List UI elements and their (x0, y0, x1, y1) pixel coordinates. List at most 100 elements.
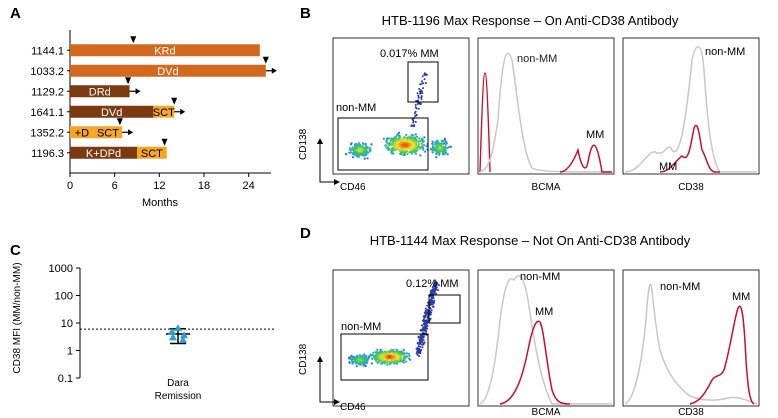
scatter-dot (407, 352, 410, 355)
scatter-dot (415, 114, 418, 117)
scatter-dot (396, 139, 399, 142)
scatter-dot (417, 140, 420, 143)
scatter-dot (449, 145, 452, 148)
scatter-dot (386, 142, 389, 145)
scatter-dot (361, 148, 364, 151)
panel-a-row-label: 1129.2 (31, 86, 64, 98)
panel-c-data-point (174, 324, 182, 332)
scatter-dot (388, 144, 391, 147)
panel-a-bar-label: SCT (153, 107, 175, 119)
scatter-dot (370, 143, 373, 146)
scatter-dot (413, 124, 416, 127)
panel-b-hist1-xlabel: BCMA (532, 182, 561, 193)
scatter-dot (387, 146, 390, 149)
scatter-dot (364, 365, 367, 368)
scatter-dot (436, 145, 439, 148)
scatter-dot (429, 301, 432, 304)
scatter-dot (369, 149, 372, 152)
scatter-dot (421, 140, 425, 143)
scatter-dot (394, 135, 397, 138)
scatter-dot (385, 146, 388, 149)
scatter-dot (445, 140, 448, 143)
panel-b-yaxis-arrowhead (317, 138, 323, 144)
panel-d-axis-arrow (319, 358, 338, 403)
panel-a-letter: A (10, 5, 21, 22)
scatter-dot (395, 145, 398, 148)
scatter-dot (353, 152, 356, 155)
scatter-dot (414, 121, 417, 123)
panel-c-data-point (169, 333, 177, 341)
panel-d-scatter: 0.12% MM non-MM CD138 CD46 (298, 269, 470, 413)
panel-a-response-marker (130, 36, 137, 44)
scatter-dot (435, 284, 438, 286)
panel-c-ytick-label: 0.1 (58, 373, 73, 385)
panel-b-hist2-frame (622, 37, 760, 175)
panel-c-ytick-label: 1 (67, 346, 73, 358)
panel-c-ytick-label: 1000 (49, 263, 73, 275)
scatter-dot (422, 147, 425, 150)
scatter-dot (430, 309, 433, 312)
panel-a-bar (153, 105, 175, 118)
panel-b-axis-arrow (319, 140, 338, 183)
panel-d-scatter-frame (332, 269, 470, 407)
scatter-dot (404, 148, 407, 151)
scatter-dot (445, 142, 448, 145)
scatter-dot (414, 110, 417, 113)
panel-c-ytick-label: 100 (55, 291, 73, 303)
scatter-dot (389, 350, 392, 353)
scatter-dot (420, 95, 423, 98)
scatter-dot (398, 356, 401, 359)
scatter-dot (357, 154, 360, 157)
panel-a-bar-label: SCT (141, 148, 163, 160)
panel-a-bar-label: DVd (101, 107, 122, 119)
scatter-dot (390, 352, 393, 355)
scatter-dot (438, 143, 442, 146)
panel-d-hist1-mm-label: MM (535, 306, 553, 318)
panel-b-hist1-nonmm-label: non-MM (517, 53, 557, 65)
scatter-dot (420, 137, 423, 140)
scatter-dot (380, 350, 383, 353)
scatter-dot (355, 152, 358, 155)
scatter-dot (443, 141, 446, 144)
scatter-dot (422, 339, 425, 342)
scatter-dot (385, 354, 388, 357)
scatter-dot (357, 142, 360, 145)
scatter-dot (385, 359, 388, 362)
scatter-dot (385, 139, 388, 142)
scatter-dot (420, 90, 422, 92)
scatter-dot (362, 363, 365, 366)
scatter-dot (418, 341, 421, 344)
panel-d-mm-gate (428, 294, 461, 324)
panel-b-scatter-ylabel: CD138 (298, 128, 309, 160)
scatter-dot (372, 355, 375, 359)
scatter-dot (380, 362, 383, 365)
panel-a-continue-arrowhead (135, 88, 141, 95)
panel-a-bar-label: +D (75, 127, 89, 139)
panel-b-gate-label: 0.017% MM (380, 48, 439, 60)
scatter-dot (396, 352, 399, 355)
panel-a-swimmer-plot: 0 6 12 18 24 1144.1 KRd 1033.2 DVd 1129.2 DRd 1641.… (30, 30, 277, 192)
scatter-dot (391, 357, 394, 360)
scatter-dot (399, 360, 402, 363)
panel-b-mm-gate (407, 61, 439, 103)
scatter-dot (397, 350, 400, 353)
scatter-dot (376, 348, 379, 351)
scatter-dot (410, 124, 413, 127)
scatter-dot (401, 143, 404, 146)
scatter-dot (435, 156, 438, 159)
scatter-dot (418, 146, 421, 149)
scatter-dot (440, 148, 443, 151)
scatter-dot (358, 144, 361, 147)
scatter-dot (393, 360, 396, 363)
scatter-dot (383, 352, 386, 355)
scatter-dot (411, 142, 414, 145)
scatter-dot (386, 352, 389, 355)
scatter-dot (349, 357, 352, 360)
scatter-dot (409, 136, 412, 139)
scatter-dot (422, 148, 425, 151)
scatter-dot (432, 305, 435, 308)
scatter-dot (412, 146, 415, 149)
scatter-dot (443, 146, 446, 150)
panel-a-bar (70, 44, 260, 57)
